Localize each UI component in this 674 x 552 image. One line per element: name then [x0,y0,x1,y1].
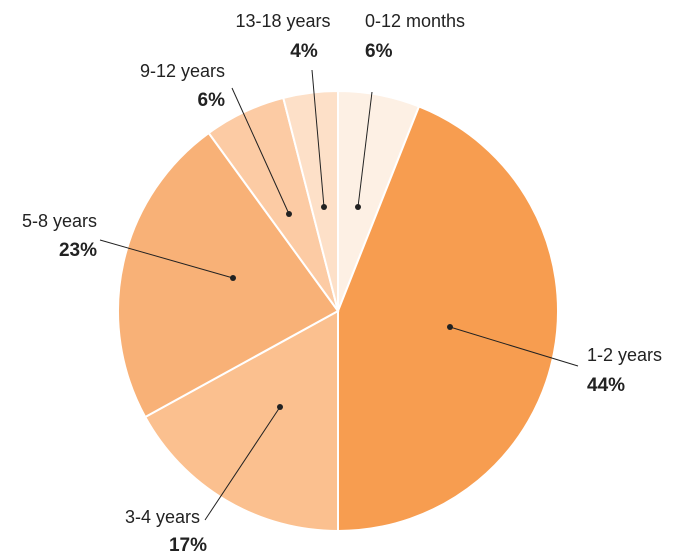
slice-value-label: 6% [365,41,393,62]
leader-line [204,406,281,521]
leader-dot [286,211,292,217]
slice-value-label: 6% [198,90,226,111]
slice-label: 3-4 years [125,507,200,527]
slice-value-label: 4% [290,41,318,62]
pie-slice [117,131,340,419]
leader-line [99,239,234,279]
slice-label: 0-12 months [365,11,465,31]
pie-slice [282,89,339,312]
leader-line [357,91,373,208]
slice-value-label: 23% [59,240,97,261]
pie-slice [143,309,339,533]
leader-line [311,69,325,208]
slice-label: 13-18 years [235,11,330,31]
leader-line [449,326,579,367]
leader-dot [277,404,283,410]
slice-label: 5-8 years [22,211,97,231]
slice-value-label: 44% [587,375,625,396]
leader-dot [321,204,327,210]
slice-value-label: 17% [169,535,207,552]
slice-label: 9-12 years [140,61,225,81]
leader-dot [355,204,361,210]
slice-label: 1-2 years [587,345,662,365]
leader-line [231,87,290,215]
leader-dot [230,275,236,281]
leader-dot [447,324,453,330]
pie-slice [337,105,559,533]
